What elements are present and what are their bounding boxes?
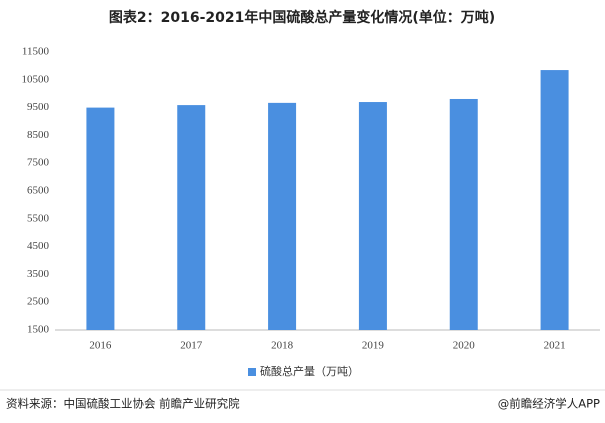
- y-tick-label: 7500: [27, 157, 50, 169]
- x-tick-label: 2017: [180, 340, 203, 352]
- legend-label: 硫酸总产量（万吨）: [260, 364, 359, 378]
- y-tick-label: 4500: [27, 240, 50, 252]
- x-tick-label: 2019: [362, 340, 385, 352]
- bar: [86, 107, 115, 330]
- x-tick-label: 2018: [271, 340, 294, 352]
- y-tick-label: 8500: [27, 129, 50, 141]
- y-tick-label: 11500: [22, 46, 50, 58]
- x-tick-label: 2021: [544, 340, 566, 352]
- y-tick-label: 1500: [27, 324, 50, 336]
- x-tick-label: 2020: [453, 340, 476, 352]
- y-tick-label: 10500: [22, 73, 50, 85]
- y-tick-label: 2500: [27, 296, 50, 308]
- y-tick-label: 6500: [27, 185, 50, 197]
- x-tick-label: 2016: [89, 340, 112, 352]
- bar: [358, 102, 387, 330]
- y-tick-label: 9500: [27, 101, 50, 113]
- source: 资料来源：中国硫酸工业协会 前瞻产业研究院: [6, 397, 240, 411]
- bar: [449, 98, 478, 331]
- credit: @前瞻经济学人APP: [498, 397, 600, 411]
- chart-title: 图表2：2016-2021年中国硫酸总产量变化情况(单位：万吨): [109, 9, 495, 26]
- bar: [268, 102, 297, 331]
- bar: [177, 105, 206, 331]
- legend-swatch: [248, 368, 256, 376]
- bar: [540, 70, 569, 330]
- y-tick-label: 5500: [27, 212, 50, 224]
- y-tick-label: 3500: [27, 268, 50, 280]
